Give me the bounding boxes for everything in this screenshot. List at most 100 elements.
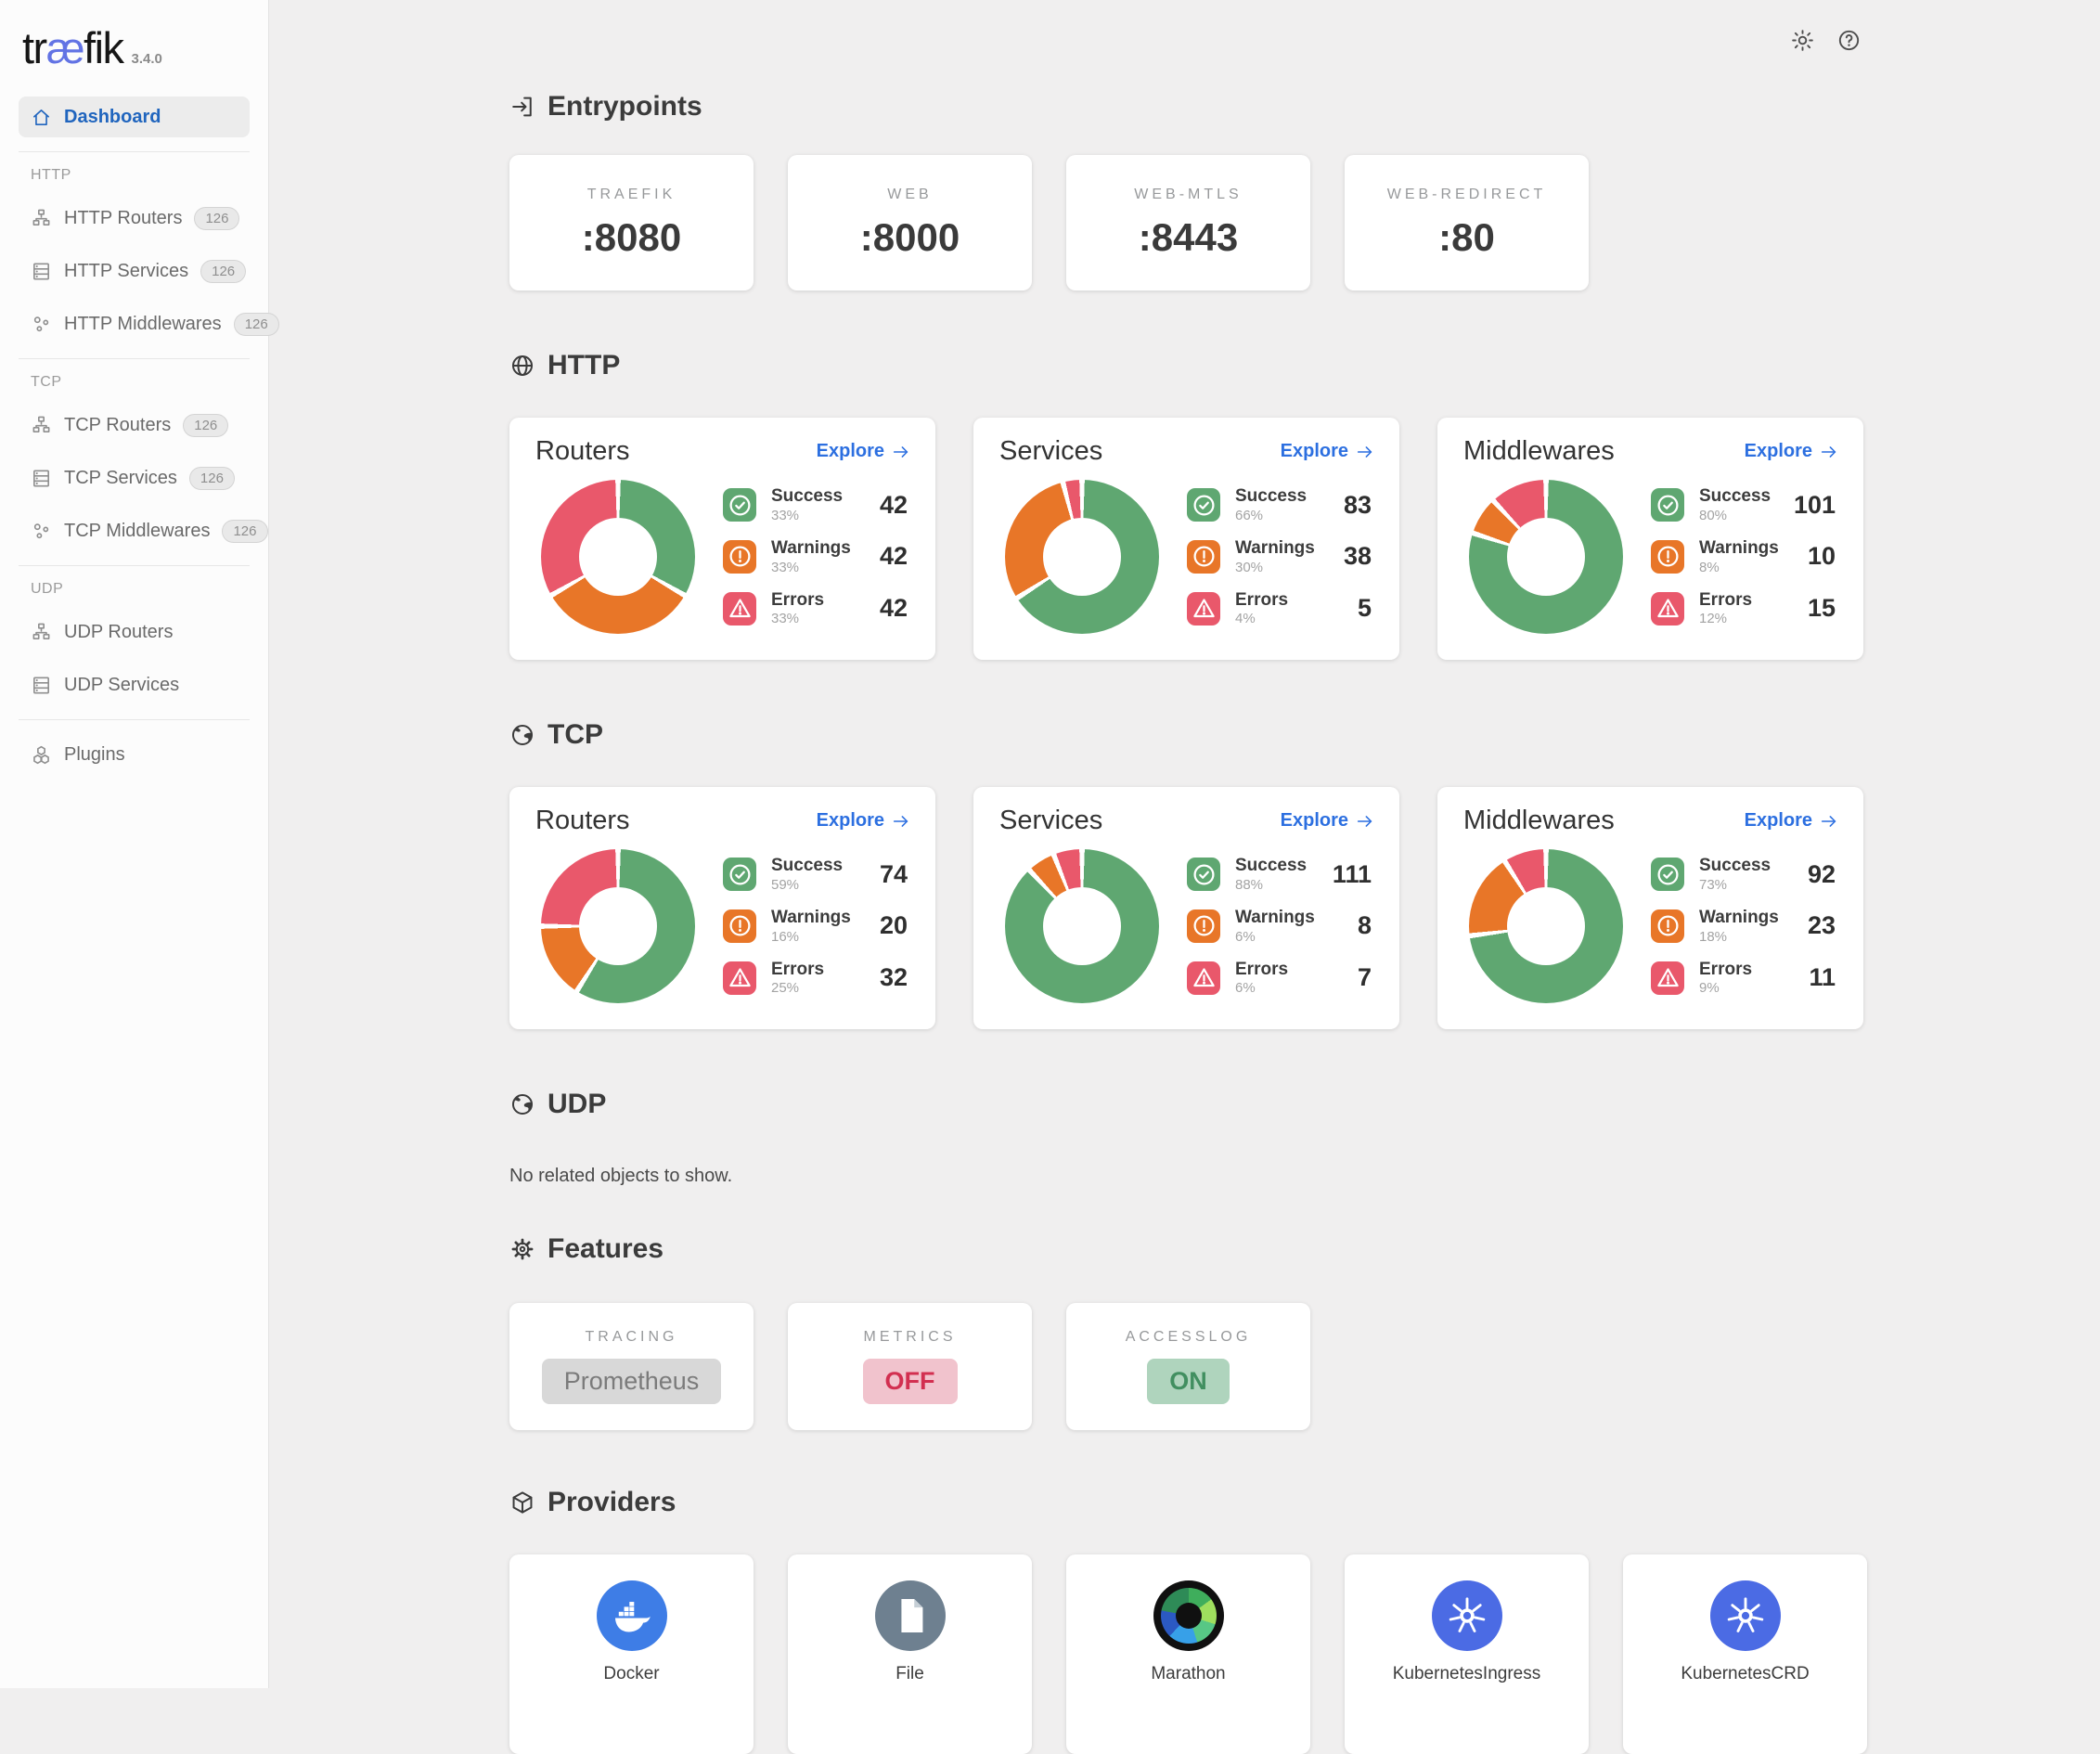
feature-name: TRACING (585, 1329, 678, 1345)
legend-label: Errors (1235, 589, 1289, 610)
count-badge: 126 (183, 413, 229, 437)
entrypoints-title: Entrypoints (548, 90, 702, 122)
explore-link[interactable]: Explore (817, 810, 911, 832)
section-features: Features TRACING Prometheus METRICS OFF … (509, 1230, 1870, 1430)
provider-name: Marathon (1151, 1664, 1226, 1683)
section-title: HTTP (548, 349, 621, 380)
check-circle-icon (1187, 488, 1220, 522)
legend-value: 23 (1807, 911, 1836, 940)
legend-value: 42 (879, 490, 908, 519)
legend-row-warnings: Warnings 8% 10 (1651, 539, 1839, 574)
http-header: HTTP (509, 346, 1870, 384)
logo-text: træfik (22, 23, 124, 72)
warn-circle-icon (1187, 539, 1220, 574)
explore-label: Explore (1744, 441, 1812, 461)
legend-label: Success (1699, 486, 1771, 507)
legend-text: Success 66% (1235, 487, 1307, 522)
explore-link[interactable]: Explore (1745, 441, 1839, 462)
gear-icon (509, 1236, 535, 1262)
error-triangle-icon (1187, 961, 1220, 995)
sidebar-item-tcp-services[interactable]: TCP Services 126 (19, 458, 250, 498)
providers-row: Docker File Marathon KubernetesIngress K… (509, 1554, 1870, 1754)
legend-row-warnings: Warnings 16% 20 (723, 909, 911, 944)
provider-card-file: File (788, 1554, 1032, 1754)
feature-name: ACCESSLOG (1125, 1329, 1252, 1345)
entrypoint-name: WEB (887, 186, 933, 202)
feature-status-badge: ON (1147, 1359, 1230, 1404)
legend-text: Success 88% (1235, 857, 1307, 892)
warn-circle-icon (1651, 909, 1684, 943)
tcp-header: TCP (509, 716, 1870, 754)
stat-card-tcp-services: Services Explore Success (973, 787, 1399, 1029)
explore-link[interactable]: Explore (1745, 810, 1839, 832)
stat-card-body: Success 59% 74 Warnings 16% 20 (535, 849, 911, 1003)
sidebar-divider (19, 151, 250, 152)
sidebar-item-tcp-middlewares[interactable]: TCP Middlewares 126 (19, 510, 268, 551)
legend-value: 5 (1357, 594, 1372, 623)
stat-card-header: Routers Explore (535, 436, 911, 467)
sidebar-item-label: UDP Services (64, 674, 180, 695)
stat-card-body: Success 66% 83 Warnings 30% 38 (999, 480, 1375, 634)
stat-sections: HTTP Routers Explore (509, 346, 1870, 1029)
legend-percent: 16% (771, 928, 800, 945)
sidebar-item-http-routers[interactable]: HTTP Routers 126 (19, 198, 250, 239)
explore-link[interactable]: Explore (817, 441, 911, 462)
sidebar-item-http-services[interactable]: HTTP Services 126 (19, 251, 250, 291)
legend-value: 10 (1807, 542, 1836, 571)
help-icon[interactable] (1836, 28, 1862, 53)
arrow-right-icon (1355, 442, 1375, 462)
provider-name: KubernetesCRD (1681, 1664, 1810, 1683)
legend-label: Warnings (771, 538, 851, 559)
legend-percent: 30% (1235, 559, 1264, 575)
check-circle-icon (723, 488, 756, 522)
sidebar-item-http-middlewares[interactable]: HTTP Middlewares 126 (19, 303, 279, 344)
stat-card-header: Services Explore (999, 436, 1375, 467)
legend-percent: 6% (1235, 980, 1256, 997)
legend-percent: 33% (771, 559, 800, 575)
sidebar-item-udp-routers[interactable]: UDP Routers (19, 612, 250, 652)
legend-row-success: Success 33% 42 (723, 487, 911, 522)
file-logo-icon (874, 1580, 946, 1651)
explore-link[interactable]: Explore (1281, 441, 1375, 462)
stat-card-http-routers: Routers Explore Success 3 (509, 418, 935, 660)
count-badge: 126 (188, 466, 235, 490)
middlewares-icon (31, 521, 52, 542)
entrypoint-card-web: WEB :8000 (788, 155, 1032, 290)
legend-percent: 12% (1699, 611, 1728, 627)
arrow-right-icon (891, 811, 911, 832)
sidebar-item-dashboard[interactable]: Dashboard (19, 97, 250, 137)
stat-card-header: Services Explore (999, 806, 1375, 836)
sidebar-item-label: HTTP Routers (64, 207, 183, 228)
legend-percent: 25% (771, 980, 800, 997)
stat-card-header: Middlewares Explore (1463, 806, 1839, 836)
section-tcp: TCP Routers Explore (509, 716, 1870, 1029)
stat-card-http-services: Services Explore Success (973, 418, 1399, 660)
legend-percent: 80% (1699, 507, 1728, 523)
sidebar-item-udp-services[interactable]: UDP Services (19, 664, 250, 705)
legend-row-errors: Errors 6% 7 (1187, 960, 1375, 997)
explore-label: Explore (816, 441, 884, 461)
sidebar-item-label: Plugins (64, 743, 125, 765)
legend-text: Warnings 33% (771, 539, 851, 574)
theme-toggle-sun-icon[interactable] (1790, 28, 1815, 53)
legend-value: 38 (1343, 542, 1372, 571)
legend-text: Errors 12% (1699, 590, 1752, 627)
legend-value: 92 (1807, 859, 1836, 888)
earth-icon (509, 1091, 535, 1117)
legend: Success 80% 101 Warnings 8% 10 (1651, 487, 1839, 626)
feature-card-metrics: METRICS OFF (788, 1303, 1032, 1430)
legend: Success 73% 92 Warnings 18% 23 (1651, 857, 1839, 996)
stat-card-body: Success 33% 42 Warnings 33% 42 (535, 480, 911, 634)
explore-link[interactable]: Explore (1281, 810, 1375, 832)
logo-ae-accent: æ (45, 23, 85, 72)
routers-icon (31, 415, 52, 436)
features-row: TRACING Prometheus METRICS OFF ACCESSLOG… (509, 1303, 1870, 1430)
plugins-icon (31, 744, 52, 766)
entrypoint-port: :8080 (581, 214, 682, 259)
legend-row-success: Success 88% 111 (1187, 857, 1375, 892)
traefik-logo[interactable]: træfik 3.4.0 (19, 22, 250, 74)
feature-status-badge: OFF (862, 1359, 958, 1404)
sidebar-item-tcp-routers[interactable]: TCP Routers 126 (19, 405, 250, 445)
sidebar-item-plugins[interactable]: Plugins (19, 734, 250, 775)
legend-percent: 6% (1235, 928, 1256, 945)
